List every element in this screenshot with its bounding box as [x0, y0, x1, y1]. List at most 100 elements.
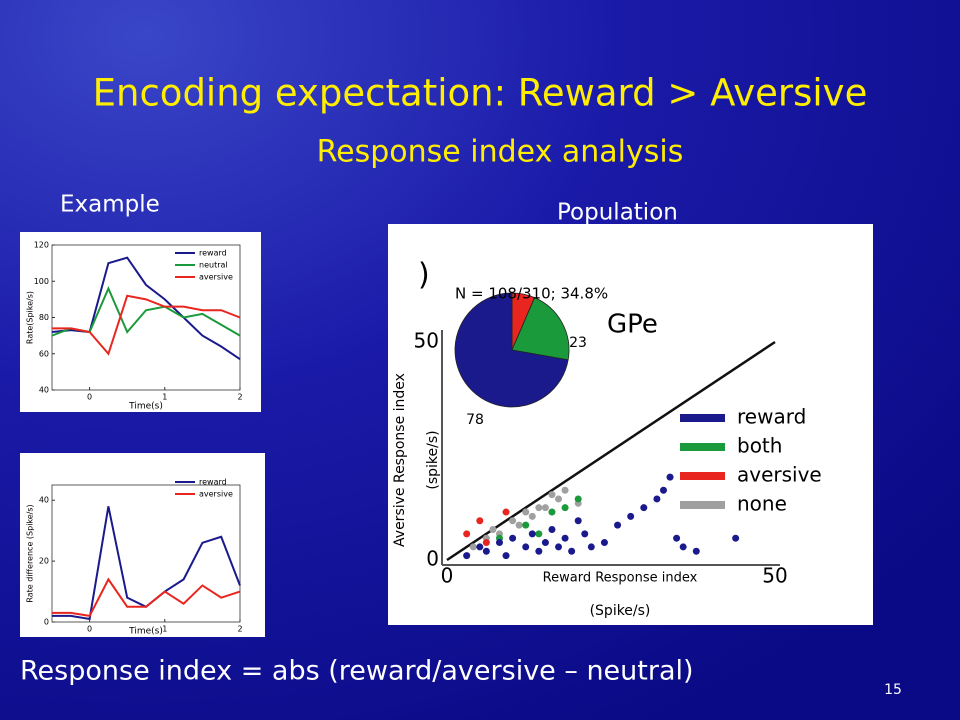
- scatter-point: [528, 512, 536, 520]
- x-tick-label: 0: [87, 393, 92, 402]
- legend-swatch: [680, 501, 725, 509]
- legend-swatch: [680, 414, 725, 422]
- legend-swatch: [680, 472, 725, 480]
- scatter-point: [614, 521, 622, 529]
- population-label: Population: [557, 200, 678, 226]
- scatter-point: [522, 508, 530, 516]
- y-tick-label: 40: [39, 496, 49, 505]
- y-tick-label: 0: [426, 547, 439, 571]
- scatter-point: [568, 547, 576, 555]
- scatter-point: [561, 534, 569, 542]
- scatter-point: [692, 547, 700, 555]
- title: Encoding expectation: Reward > Aversive: [93, 72, 868, 115]
- page-number: 15: [884, 682, 902, 698]
- pie-annotation: N = 108/310; 34.8%: [455, 285, 608, 303]
- scatter-point: [489, 525, 497, 533]
- x-axis-label: Reward Response index: [543, 571, 698, 586]
- scatter-point: [528, 530, 536, 538]
- legend-label: reward: [737, 405, 806, 429]
- x-tick-label: 1: [162, 393, 167, 402]
- y-tick-label: 0: [44, 618, 49, 627]
- y-axis-label: Aversive Response index: [392, 373, 408, 547]
- scatter-point: [653, 495, 661, 503]
- scatter-point: [463, 530, 471, 538]
- legend-label: none: [737, 492, 787, 516]
- y-tick-label: 120: [34, 241, 49, 250]
- scatter-point: [548, 508, 556, 516]
- scatter-point: [587, 543, 595, 551]
- y-tick-label: 40: [39, 386, 49, 395]
- scatter-point: [627, 512, 635, 520]
- formula: Response index = abs (reward/aversive – …: [20, 656, 694, 687]
- scatter-point: [515, 521, 523, 529]
- scatter-point: [509, 517, 517, 525]
- subtitle: Response index analysis: [317, 135, 684, 170]
- legend-swatch: [680, 443, 725, 451]
- scatter-point: [555, 543, 563, 551]
- scatter-point: [522, 521, 530, 529]
- scatter-point: [535, 547, 543, 555]
- pie-slice: [454, 292, 569, 408]
- legend-label: aversive: [737, 463, 822, 487]
- legend-label: aversive: [199, 490, 233, 499]
- scatter-point: [640, 504, 648, 512]
- y-axis-label: Rate(Spike/s): [26, 291, 35, 344]
- y-tick-label: 60: [39, 349, 49, 358]
- x-axis-label: Time(s): [128, 627, 163, 637]
- y-tick-label: 100: [34, 277, 49, 286]
- region-label: GPe: [607, 310, 658, 340]
- scatter-point: [469, 543, 477, 551]
- scatter-point: [502, 552, 510, 560]
- legend-label: aversive: [199, 273, 233, 282]
- plot-frame: [51, 484, 241, 623]
- scatter-point: [561, 486, 569, 494]
- legend-label: both: [737, 434, 782, 458]
- scatter-point: [541, 504, 549, 512]
- x-tick-label: 0: [441, 564, 454, 588]
- panel: [20, 232, 261, 412]
- legend-label: reward: [199, 249, 227, 258]
- scatter-point: [673, 534, 681, 542]
- y-tick-label: 50: [414, 329, 439, 353]
- scatter-point: [574, 517, 582, 525]
- scatter-point: [495, 539, 503, 547]
- example-label: Example: [60, 192, 160, 218]
- x-axis-unit: (Spike/s): [590, 603, 651, 619]
- x-tick-label: 50: [762, 564, 787, 588]
- pie-slice: [511, 297, 570, 361]
- legend-label: neutral: [199, 261, 228, 270]
- y-tick-label: 80: [39, 313, 49, 322]
- scatter-point: [522, 543, 530, 551]
- scatter-point: [548, 491, 556, 499]
- panel: [20, 453, 265, 637]
- scatter-point: [476, 543, 484, 551]
- y-axis-unit: (spike/s): [425, 430, 441, 489]
- line-series: [52, 577, 241, 618]
- slice-label: 23: [569, 335, 587, 351]
- x-tick-label: 0: [87, 625, 92, 634]
- y-axis-label: Rate difference (Spike/s): [26, 504, 35, 602]
- scatter-point: [535, 504, 543, 512]
- scatter-point: [502, 508, 510, 516]
- scatter-point: [476, 517, 484, 525]
- x-tick-label: 2: [237, 393, 242, 402]
- scatter-point: [541, 539, 549, 547]
- scatter-point: [659, 486, 667, 494]
- y-tick-label: 20: [39, 557, 49, 566]
- scatter-point: [732, 534, 740, 542]
- scatter-point: [509, 534, 517, 542]
- scatter-point: [555, 495, 563, 503]
- scatter-point: [561, 504, 569, 512]
- scatter-point: [666, 473, 674, 481]
- x-axis-label: Time(s): [128, 402, 163, 412]
- scatter-point: [600, 539, 608, 547]
- scatter-point: [581, 530, 589, 538]
- legend-label: reward: [199, 478, 227, 487]
- scatter-point: [463, 552, 471, 560]
- scatter-point: [482, 539, 490, 547]
- scatter-point: [548, 525, 556, 533]
- reference-line: [446, 340, 776, 562]
- scatter-point: [574, 495, 582, 503]
